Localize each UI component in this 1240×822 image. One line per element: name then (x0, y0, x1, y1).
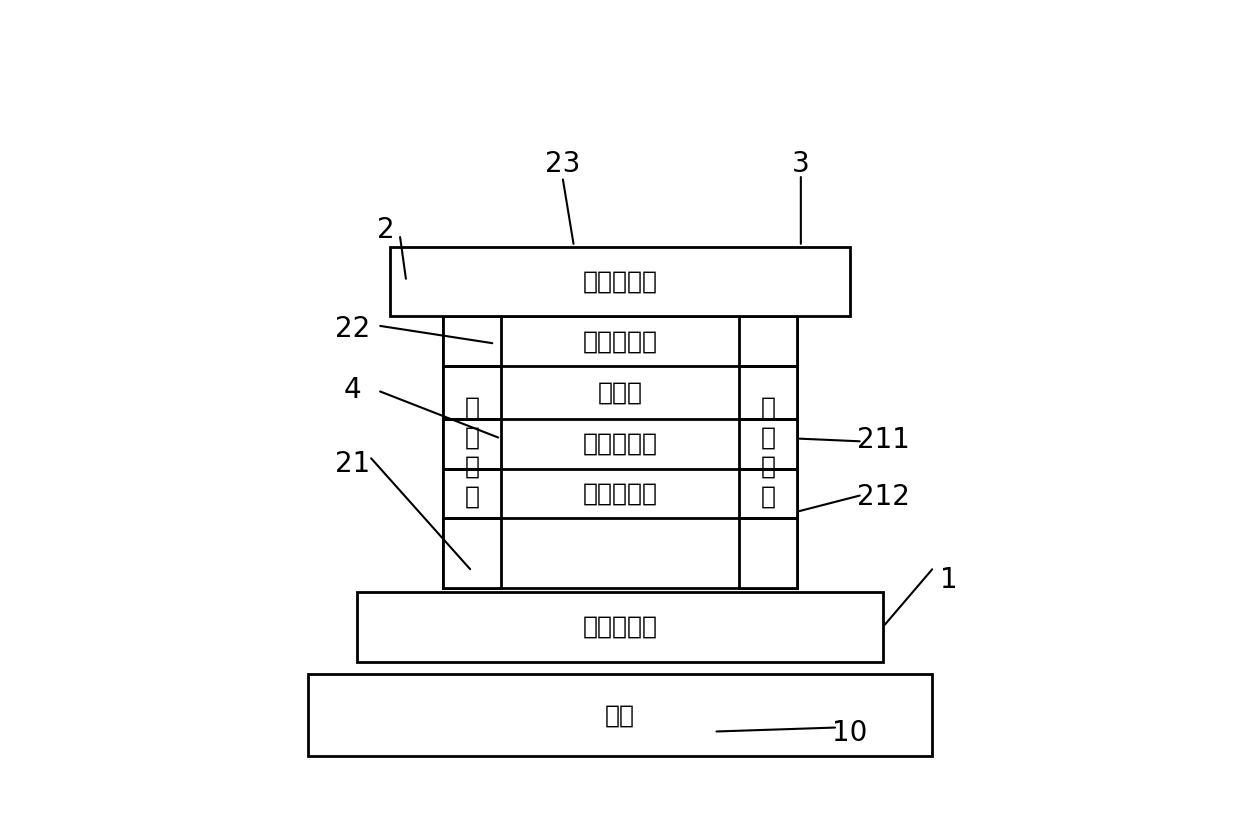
Text: 3: 3 (792, 150, 810, 178)
Text: 212: 212 (857, 483, 909, 511)
Bar (389, 247, 851, 316)
Bar (308, 674, 932, 756)
Text: 211: 211 (857, 426, 909, 454)
Bar (443, 316, 501, 588)
Text: 势垒层: 势垒层 (598, 381, 642, 404)
Text: 磁性参考层: 磁性参考层 (583, 432, 657, 456)
Text: 衬底: 衬底 (605, 703, 635, 727)
Text: 1: 1 (940, 566, 957, 593)
Text: 阻
变
材
料: 阻 变 材 料 (760, 395, 775, 509)
Text: 21: 21 (335, 450, 371, 478)
Text: 10: 10 (832, 719, 868, 747)
Text: 磁性自由层: 磁性自由层 (583, 329, 657, 353)
Bar (357, 592, 883, 662)
Text: 磁性钉扎层: 磁性钉扎层 (583, 481, 657, 506)
Text: 第二导电层: 第二导电层 (583, 270, 657, 293)
Text: 阻
变
材
料: 阻 变 材 料 (465, 395, 480, 509)
Bar (739, 316, 797, 588)
Text: 22: 22 (335, 315, 371, 343)
Bar (443, 316, 797, 588)
Text: 2: 2 (377, 216, 394, 244)
Text: 第一导电层: 第一导电层 (583, 615, 657, 639)
Text: 23: 23 (544, 150, 580, 178)
Text: 4: 4 (343, 376, 362, 404)
